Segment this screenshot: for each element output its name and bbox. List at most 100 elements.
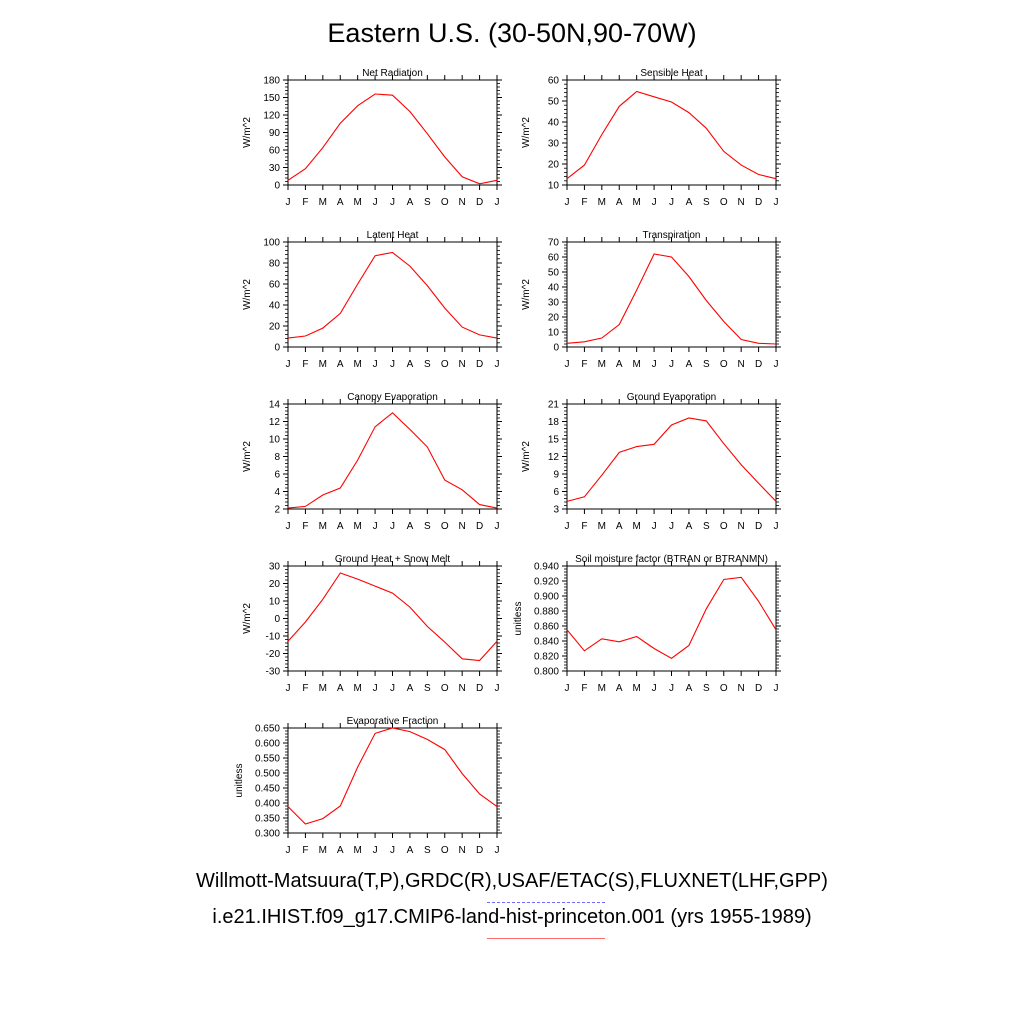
series-line-1 [287, 251, 498, 339]
y-tick-label: 10 [269, 597, 281, 608]
x-tick-label: J [565, 359, 570, 370]
panel-title: Net Radiation [362, 68, 423, 79]
series-line-1 [287, 727, 498, 825]
x-tick-label: A [686, 197, 693, 208]
x-tick-label: N [738, 359, 745, 370]
y-tick-label: 3 [553, 505, 559, 516]
y-tick-label: 20 [548, 160, 560, 171]
y-tick-label: 40 [548, 283, 560, 294]
panel-title: Sensible Heat [640, 68, 702, 79]
y-tick-label: 0.820 [534, 652, 559, 663]
x-tick-label: M [353, 197, 361, 208]
y-tick-label: 20 [548, 313, 560, 324]
panel-title: Ground Evaporation [627, 392, 717, 403]
chart-panel-8: Soil moisture factor (BTRAN or BTRANMN) u… [513, 554, 781, 694]
x-tick-label: M [353, 521, 361, 532]
x-tick-label: N [459, 845, 466, 856]
x-tick-label: J [286, 197, 291, 208]
y-tick-label: 0.550 [255, 754, 280, 765]
x-tick-label: A [337, 845, 344, 856]
x-tick-label: J [652, 359, 657, 370]
y-tick-label: 21 [548, 400, 560, 411]
y-axis-label: unitless [234, 764, 245, 798]
panel-title: Latent Heat [367, 230, 419, 241]
x-tick-label: J [495, 845, 500, 856]
x-tick-label: O [441, 683, 449, 694]
plot-frame [566, 403, 777, 510]
y-tick-label: 40 [269, 301, 281, 312]
y-tick-label: 60 [269, 146, 281, 157]
x-tick-label: F [302, 359, 308, 370]
x-tick-label: J [390, 521, 395, 532]
x-tick-label: M [632, 197, 640, 208]
x-tick-label: J [390, 845, 395, 856]
x-tick-label: J [669, 197, 674, 208]
x-tick-label: M [598, 521, 606, 532]
x-tick-label: F [302, 521, 308, 532]
y-tick-label: 0.300 [255, 829, 280, 840]
x-tick-label: F [581, 683, 587, 694]
x-tick-label: S [424, 521, 431, 532]
y-tick-label: 0.400 [255, 799, 280, 810]
x-tick-label: J [774, 197, 779, 208]
x-tick-label: S [424, 359, 431, 370]
x-tick-label: J [286, 521, 291, 532]
y-axis-label: W/m^2 [521, 117, 532, 148]
y-tick-label: 0.860 [534, 622, 559, 633]
x-tick-label: J [669, 359, 674, 370]
x-tick-label: J [774, 359, 779, 370]
y-tick-label: 40 [548, 118, 560, 129]
y-tick-label: 0 [553, 343, 559, 354]
y-tick-label: 0.920 [534, 577, 559, 588]
x-tick-label: J [495, 521, 500, 532]
y-tick-label: -20 [266, 649, 281, 660]
x-tick-label: M [598, 683, 606, 694]
x-tick-label: O [441, 521, 449, 532]
x-tick-label: M [319, 845, 327, 856]
x-tick-label: J [390, 197, 395, 208]
x-tick-label: J [652, 521, 657, 532]
panel-title: Ground Heat + Snow Melt [335, 554, 451, 565]
series-line-1 [566, 253, 777, 345]
y-tick-label: 2 [274, 505, 280, 516]
x-tick-label: A [407, 683, 414, 694]
x-tick-label: J [495, 197, 500, 208]
x-tick-label: O [441, 845, 449, 856]
x-tick-label: J [652, 197, 657, 208]
x-tick-label: S [703, 683, 710, 694]
y-tick-label: 180 [263, 76, 280, 87]
y-axis-label: unitless [513, 602, 524, 636]
y-tick-label: 10 [548, 181, 560, 192]
x-tick-label: S [703, 197, 710, 208]
x-tick-label: D [755, 683, 762, 694]
y-axis-label: W/m^2 [242, 117, 253, 148]
y-tick-label: 0 [274, 614, 280, 625]
y-tick-label: 120 [263, 111, 280, 122]
chart-panel-9: Evaporative Fraction unitless 0.300 0.350 0.… [234, 716, 502, 856]
x-tick-label: A [337, 197, 344, 208]
series-line-1 [287, 93, 498, 185]
y-tick-label: 30 [269, 163, 281, 174]
y-tick-label: 18 [548, 417, 560, 428]
x-tick-label: O [441, 197, 449, 208]
page-title: Eastern U.S. (30-50N,90-70W) [327, 18, 697, 48]
x-tick-label: O [720, 683, 728, 694]
y-tick-label: 60 [269, 280, 281, 291]
x-tick-label: M [632, 683, 640, 694]
plot-frame [287, 241, 498, 348]
x-tick-label: D [755, 197, 762, 208]
y-tick-label: 20 [269, 579, 281, 590]
legend-model-label: i.e21.IHIST.f09_g17.CMIP6-land-hist-prin… [212, 906, 812, 928]
x-tick-label: D [476, 521, 483, 532]
x-tick-label: M [319, 359, 327, 370]
x-tick-label: D [476, 197, 483, 208]
x-tick-label: M [598, 359, 606, 370]
y-tick-label: 50 [548, 97, 560, 108]
series-line-1 [287, 572, 498, 662]
x-tick-label: J [669, 683, 674, 694]
x-tick-label: A [616, 197, 623, 208]
x-tick-label: F [581, 359, 587, 370]
